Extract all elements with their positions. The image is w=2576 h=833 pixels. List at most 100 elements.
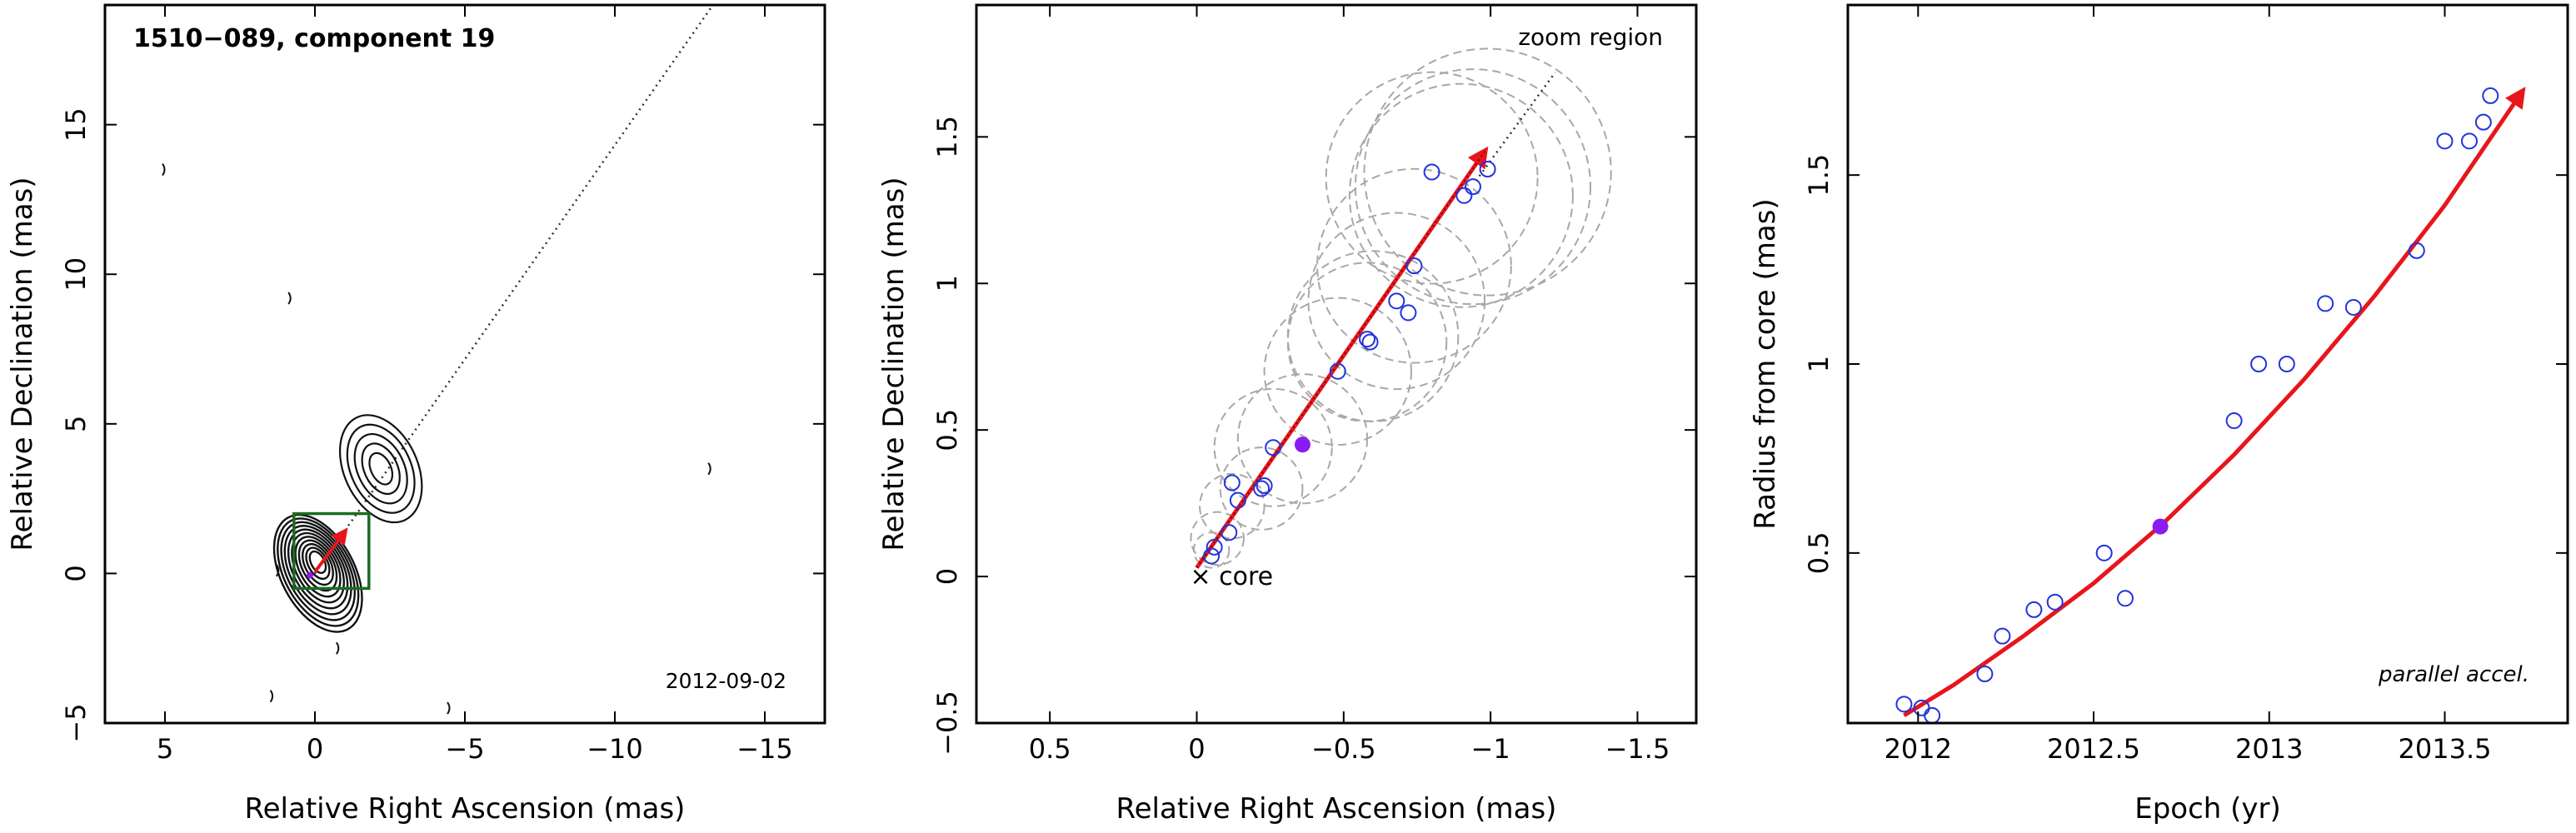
component-circle — [1348, 82, 1574, 308]
x-tick-label: 0 — [1188, 733, 1205, 765]
noise-contour — [275, 564, 280, 577]
y-tick-label: 0 — [60, 565, 92, 581]
outer-contour — [361, 442, 401, 496]
highlight-point — [1294, 436, 1310, 453]
fit-curve — [1903, 87, 2526, 718]
highlight-point — [2152, 518, 2169, 535]
core-contour — [302, 542, 334, 586]
middle-axis-ticks: 0.5 0 −0.5 −1 −1.5 −0.5 0 0.5 1 1.5 — [931, 5, 1696, 765]
core-contour — [287, 528, 349, 610]
panel-middle: 0.5 0 −0.5 −1 −1.5 −0.5 0 0.5 1 1.5 zoom region ×… — [877, 3, 1698, 826]
y-tick-label: 1 — [1803, 356, 1835, 372]
zoom-box — [292, 511, 371, 591]
x-tick-label: −1.5 — [1605, 733, 1670, 765]
outer-contour — [353, 433, 408, 505]
x-tick-label: 0.5 — [1029, 733, 1071, 765]
component-circle — [1316, 167, 1512, 364]
x-tick-label: 5 — [157, 733, 173, 765]
data-point — [2250, 356, 2268, 372]
left-y-axis-title: Relative Declination (mas) — [6, 177, 39, 551]
component-circle — [1307, 212, 1486, 391]
noise-contour — [707, 462, 711, 476]
y-tick-label: 10 — [60, 257, 92, 292]
left-contour-map — [162, 7, 712, 715]
component-circle — [1325, 71, 1539, 285]
data-point — [2436, 132, 2454, 150]
data-point — [2278, 356, 2295, 372]
x-tick-label: −15 — [736, 733, 793, 765]
trajectory-extension-line — [1475, 72, 1556, 182]
data-point — [1253, 480, 1271, 497]
component-circle — [1363, 47, 1612, 297]
data-point — [2317, 295, 2334, 312]
core-label: × core — [1190, 562, 1273, 591]
component-circle — [1263, 297, 1412, 446]
data-point — [1464, 178, 1481, 196]
noise-contour — [269, 690, 274, 703]
middle-plot-frame — [975, 3, 1698, 725]
x-tick-label: 2013.5 — [2399, 733, 2492, 765]
data-point — [2116, 590, 2134, 607]
y-tick-label: 0.5 — [1803, 531, 1835, 574]
right-y-axis-title: Radius from core (mas) — [1749, 198, 1782, 529]
middle-zoom-plot — [1190, 47, 1612, 569]
data-point — [2095, 544, 2113, 561]
component-circle — [1354, 68, 1592, 306]
core-marker — [307, 571, 313, 579]
component-circle — [1219, 446, 1304, 531]
outer-contour — [346, 423, 416, 514]
x-tick-label: −1 — [1471, 733, 1510, 765]
y-tick-label: 0 — [931, 568, 963, 585]
x-tick-label: 2012 — [1885, 733, 1952, 765]
noise-contour — [335, 641, 340, 655]
data-point — [1361, 333, 1379, 351]
zoom-region-label: zoom region — [1518, 23, 1663, 51]
data-point — [1265, 439, 1282, 456]
x-tick-label: 2013 — [2235, 733, 2303, 765]
data-point — [1229, 491, 1246, 509]
noise-contour — [447, 701, 451, 715]
left-axis-ticks: 5 0 −5 −10 −15 −5 0 5 10 15 — [60, 5, 825, 765]
right-x-axis-title: Epoch (yr) — [2134, 792, 2281, 826]
left-date-label: 2012-09-02 — [666, 669, 786, 693]
data-point — [2408, 242, 2425, 259]
data-point — [1221, 524, 1238, 541]
right-radius-plot — [1895, 87, 2526, 723]
trajectory-extension-line — [313, 7, 712, 575]
data-point — [1994, 627, 2011, 645]
data-point — [1924, 706, 1941, 723]
component-circle — [1286, 250, 1460, 422]
parallel-accel-label: parallel accel. — [2378, 662, 2529, 687]
data-point — [1388, 292, 1405, 310]
data-point — [2225, 412, 2243, 430]
data-point — [1976, 666, 1994, 683]
outer-contour — [368, 451, 394, 486]
data-point — [1405, 257, 1423, 275]
noise-contour — [287, 292, 292, 305]
y-tick-label: 15 — [60, 107, 92, 142]
right-axis-ticks: 2012 2012.5 2013 2013.5 0.5 1 1.5 — [1803, 5, 2568, 765]
core-contour — [291, 531, 345, 604]
y-tick-label: 5 — [60, 416, 92, 432]
data-point — [1895, 696, 1913, 713]
y-tick-label: 1.5 — [931, 116, 963, 158]
middle-y-axis-title: Relative Declination (mas) — [877, 177, 911, 551]
left-panel-title: 1510−089, component 19 — [133, 24, 495, 53]
data-point — [1329, 362, 1346, 380]
data-point — [1400, 304, 1417, 322]
data-point — [1423, 163, 1440, 181]
data-point — [1206, 538, 1223, 556]
data-point — [1479, 161, 1496, 178]
data-point — [2046, 593, 2064, 611]
core-contour — [277, 517, 360, 627]
y-tick-label: 1.5 — [1803, 154, 1835, 197]
component-circle — [1213, 387, 1333, 507]
data-point — [2460, 132, 2478, 150]
core-contour — [272, 513, 363, 633]
data-point — [2474, 113, 2492, 131]
x-tick-label: 0 — [307, 733, 323, 765]
panel-left: 5 0 −5 −10 −15 −5 0 5 10 15 1510−089, component 1… — [6, 3, 826, 826]
data-point — [1455, 187, 1473, 204]
component-circle — [1190, 511, 1245, 566]
x-tick-label: 2012.5 — [2047, 733, 2140, 765]
